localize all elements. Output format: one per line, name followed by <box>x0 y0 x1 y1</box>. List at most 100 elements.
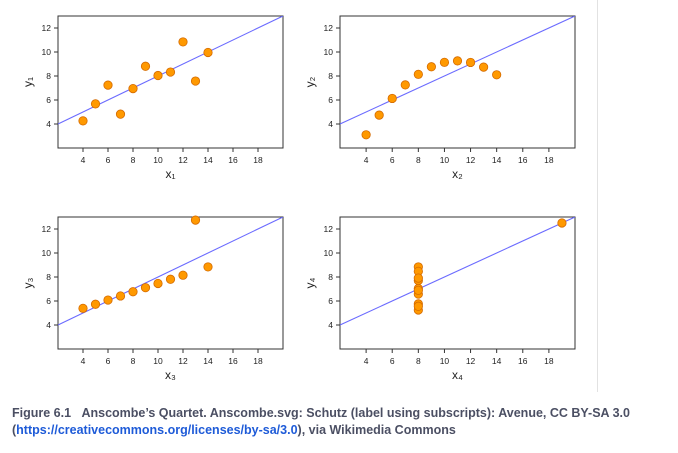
x-axis-label-3: x₃ <box>165 368 176 382</box>
x-tick-label: 18 <box>544 356 554 366</box>
x-axis-label-1: x₁ <box>165 167 175 181</box>
y-tick-label: 8 <box>46 272 51 282</box>
data-point <box>452 56 463 66</box>
y-tick-label: 10 <box>42 248 52 258</box>
data-point <box>140 61 151 71</box>
data-point <box>413 69 423 79</box>
data-point <box>165 274 176 284</box>
data-point <box>90 299 101 309</box>
x-tick-label: 6 <box>390 155 395 165</box>
x-tick-label: 18 <box>544 155 554 165</box>
x-tick-label: 14 <box>492 356 502 366</box>
x-tick-label: 10 <box>440 356 450 366</box>
x-axis-label-4: x₄ <box>452 368 463 382</box>
x-tick-label: 4 <box>81 155 86 165</box>
x-tick-label: 16 <box>228 356 238 366</box>
data-point <box>413 273 423 283</box>
x-tick-label: 18 <box>253 155 263 165</box>
x-tick-label: 6 <box>106 155 111 165</box>
data-point <box>426 62 436 72</box>
data-point <box>190 76 201 86</box>
data-point <box>178 270 188 280</box>
x-tick-label: 14 <box>203 356 213 366</box>
data-point <box>178 37 188 47</box>
x-tick-label: 12 <box>178 155 188 165</box>
figure-caption: Figure 6.1 Anscombe’s Quartet. Anscombe.… <box>12 405 662 439</box>
x-tick-label: 18 <box>253 356 263 366</box>
data-point <box>400 80 410 90</box>
data-point <box>140 283 151 293</box>
y-tick-label: 12 <box>324 23 334 33</box>
y-axis-label-4: y₄ <box>303 277 317 288</box>
y-tick-label: 6 <box>46 296 51 306</box>
data-point <box>557 218 567 228</box>
data-point <box>128 84 138 94</box>
x-tick-label: 16 <box>518 356 528 366</box>
x-axis-label-2: x₂ <box>452 167 463 181</box>
figure-label: Figure 6.1 <box>12 406 72 420</box>
plot-frame-3 <box>57 216 284 350</box>
x-tick-label: 6 <box>106 356 111 366</box>
y-tick-label: 8 <box>328 71 333 81</box>
y-tick-label: 6 <box>328 95 333 105</box>
y-axis-label-2: y₂ <box>303 76 317 87</box>
x-tick-label: 16 <box>228 155 238 165</box>
data-point <box>90 99 101 109</box>
y-tick-label: 4 <box>328 320 333 330</box>
y-tick-label: 4 <box>328 119 333 129</box>
x-tick-label: 14 <box>203 155 213 165</box>
x-tick-label: 16 <box>518 155 528 165</box>
x-tick-label: 14 <box>492 155 502 165</box>
x-tick-label: 12 <box>466 155 476 165</box>
data-point <box>361 130 371 140</box>
x-tick-label: 4 <box>81 356 86 366</box>
y-tick-label: 12 <box>42 224 52 234</box>
data-point <box>203 47 213 58</box>
x-tick-label: 8 <box>416 356 421 366</box>
data-point <box>190 215 201 225</box>
y-tick-label: 10 <box>324 47 334 57</box>
plot-frame-1 <box>57 15 284 149</box>
x-tick-label: 4 <box>364 356 369 366</box>
y-tick-label: 4 <box>46 320 51 330</box>
data-point <box>465 57 476 68</box>
data-point <box>128 287 138 297</box>
x-tick-label: 10 <box>153 155 163 165</box>
anscombe-figure: 4 6 8 10 12 14 16 18 4 6 8 10 12 x₁ y₁ 4 6 8 10 12 14 16 18 4 6 8… <box>21 0 598 392</box>
data-point <box>115 291 126 301</box>
x-tick-label: 10 <box>440 155 450 165</box>
y-axis-label-1: y₁ <box>21 77 35 87</box>
y-tick-label: 8 <box>46 71 51 81</box>
x-tick-label: 12 <box>466 356 476 366</box>
x-tick-label: 8 <box>131 356 136 366</box>
data-point <box>165 67 176 77</box>
data-point <box>103 295 113 305</box>
y-axis-label-3: y₃ <box>21 277 35 288</box>
data-point <box>78 116 88 126</box>
data-point <box>492 70 502 80</box>
license-link[interactable]: https://creativecommons.org/licenses/by-… <box>16 423 298 437</box>
data-point <box>78 303 88 313</box>
y-tick-label: 12 <box>324 224 334 234</box>
y-tick-label: 10 <box>324 248 334 258</box>
data-point <box>479 62 489 72</box>
data-point <box>115 109 126 119</box>
data-point <box>103 80 113 90</box>
plot-frame-4 <box>339 216 576 350</box>
caption-source: ), via Wikimedia Commons <box>297 423 456 437</box>
regression-line-2 <box>340 16 575 125</box>
x-tick-label: 12 <box>178 356 188 366</box>
regression-line-3 <box>58 217 283 326</box>
data-point <box>153 70 163 81</box>
x-tick-label: 8 <box>416 155 421 165</box>
data-point <box>203 262 213 272</box>
plot-frame-2 <box>339 15 576 149</box>
y-tick-label: 4 <box>46 119 51 129</box>
x-tick-label: 8 <box>131 155 136 165</box>
y-tick-label: 8 <box>328 272 333 282</box>
